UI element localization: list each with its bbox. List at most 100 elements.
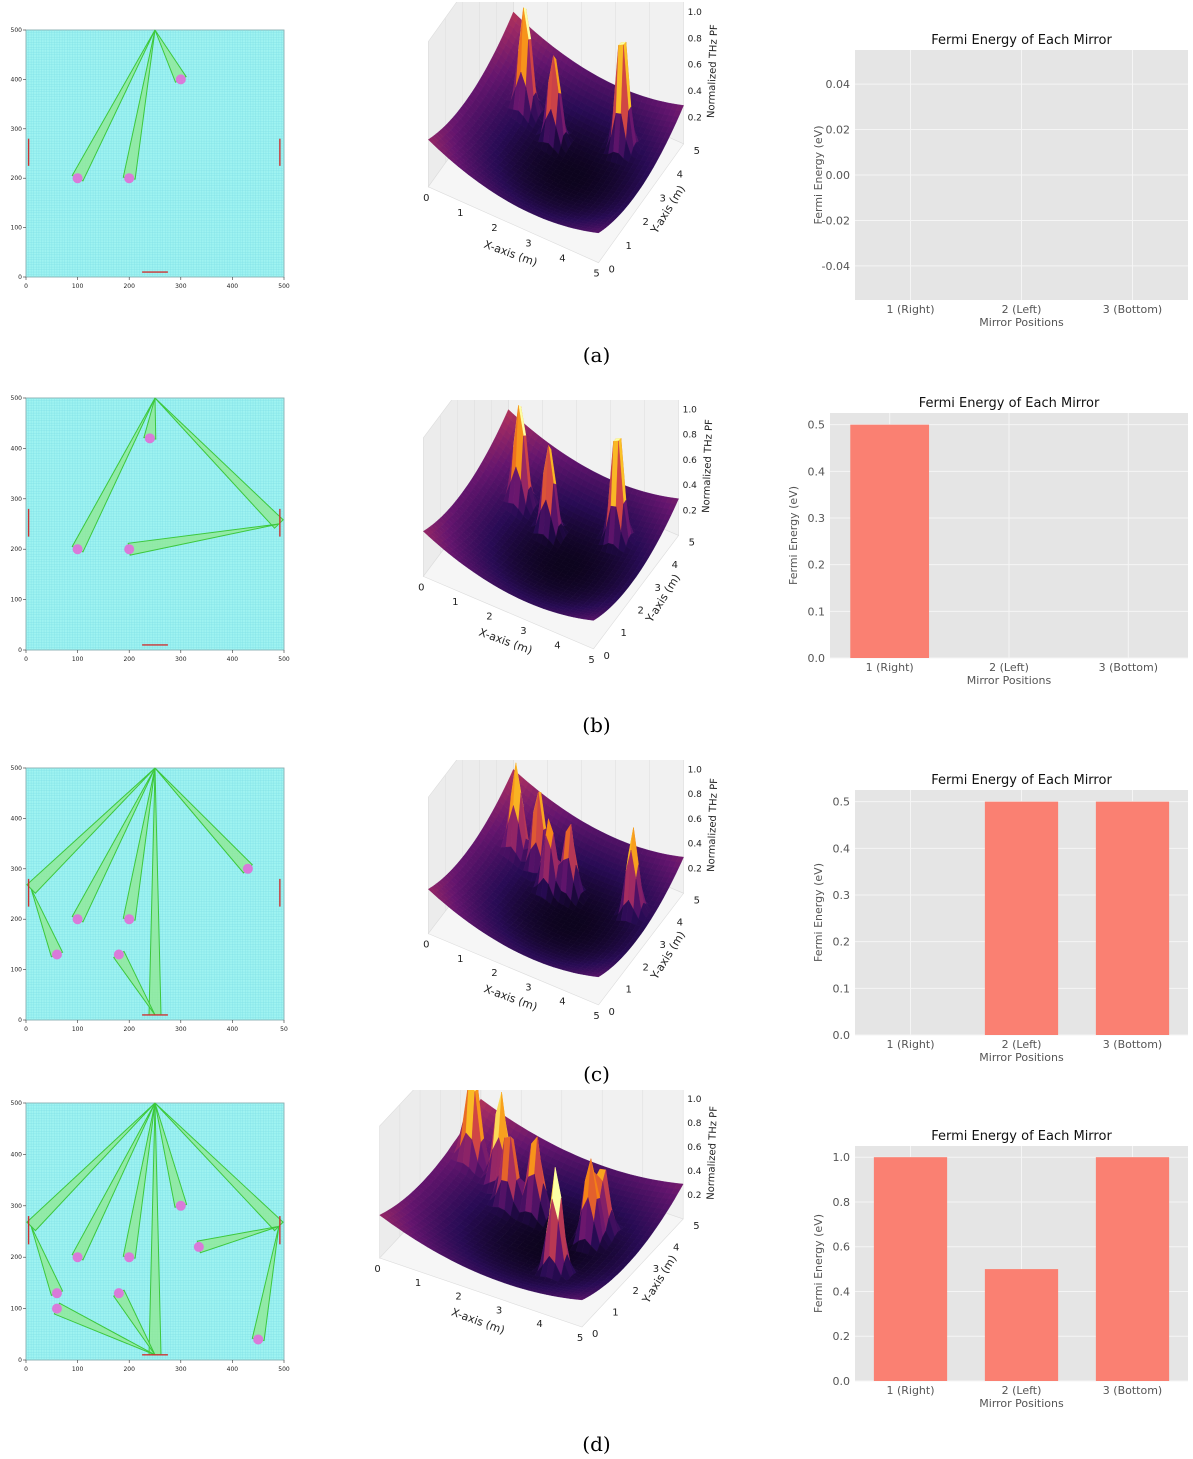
x-tick-label: 3 [525,982,531,993]
z-tick-label: 0.4 [687,1167,702,1177]
x-tick-label: 1 (Right) [886,1038,934,1051]
x-tick-label: 3 (Bottom) [1103,1038,1162,1051]
chart-title: Fermi Energy of Each Mirror [931,1129,1112,1144]
z-tick-label: 0.2 [683,506,697,516]
y-tick-label: 3 [655,583,661,594]
z-tick-label: 1.0 [687,1095,702,1105]
x-tick-label: 100 [72,1366,84,1373]
subfigure-caption: (d) [582,1432,611,1456]
x-tick-label: 100 [72,1026,84,1033]
y-axis-label: Fermi Energy (eV) [812,126,825,225]
fermi-energy-bar-chart: Fermi Energy of Each Mirror 0.5 0.4 0.3 0.2 0… [812,773,1188,1064]
receiver-marker [242,863,253,874]
x-tick-label: 0 [24,283,28,290]
y-tick-label: 4 [673,1243,679,1254]
bar [984,801,1059,1035]
x-tick-label: 3 (Bottom) [1099,661,1158,674]
y-tick-label: 1 [626,985,632,996]
y-tick-label: 0 [18,274,22,281]
z-tick-label: 0.2 [688,865,702,875]
x-tick-label: 1 (Right) [886,1384,934,1397]
y-axis-label: Fermi Energy (eV) [812,863,825,962]
y-tick-label: 100 [11,225,23,232]
y-tick-label: 500 [11,27,23,34]
z-tick-label: 1.0 [688,8,703,18]
receiver-marker [175,1200,186,1211]
y-tick-label: 0 [604,651,610,662]
room-grid [25,767,285,1021]
y-tick-label: 0.5 [833,796,851,809]
y-tick-label: 2 [632,1286,638,1297]
x-tick-label: 100 [72,656,84,663]
z-tick-label: 0.4 [688,87,703,97]
y-tick-label: 0.1 [808,605,826,618]
z-tick-label: 0.6 [688,61,703,71]
x-tick-label: 500 [278,1366,290,1373]
y-tick-label: 300 [11,866,23,873]
x-tick-label: 400 [227,1366,239,1373]
x-tick-label: 0 [24,656,28,663]
receiver-marker [113,949,124,960]
x-tick-label: 200 [123,656,135,663]
y-tick-label: 4 [677,170,683,181]
x-tick-label: 1 [415,1278,421,1289]
x-axis-label: Mirror Positions [979,1051,1064,1064]
x-tick-label: 200 [123,1026,135,1033]
receiver-marker [113,1288,124,1299]
x-tick-label: 5 [593,269,599,280]
z-tick-label: 0.4 [683,481,698,491]
y-tick-label: 0.6 [833,1241,851,1254]
y-tick-label: 2 [643,217,649,228]
x-tick-label: 2 [491,223,497,234]
y-tick-label: 0.04 [826,78,851,91]
receiver-marker [72,1252,83,1263]
y-tick-label: 300 [11,1203,23,1210]
x-tick-label: 1 [457,954,463,965]
room-layout-plot: 0 100 200 300 400 500 0 100 200 300 400 500 [11,27,290,290]
x-tick-label: 3 [520,626,526,637]
x-tick-label: 0 [418,582,424,593]
y-tick-label: 400 [11,76,23,83]
chart-title: Fermi Energy of Each Mirror [931,773,1112,788]
y-tick-label: 3 [660,193,666,204]
y-tick-label: 100 [11,1306,23,1313]
bar [984,1269,1059,1381]
y-tick-label: 0.2 [808,559,826,572]
subfigure-caption: (b) [582,713,611,737]
y-tick-label: 1.0 [833,1151,851,1164]
y-tick-label: 500 [11,765,23,772]
z-axis-label: Normalized THz PF [706,1106,720,1200]
y-tick-label: 1 [612,1307,618,1318]
x-tick-label: 2 (Left) [1002,1038,1042,1051]
y-axis-label: Fermi Energy (eV) [787,486,800,585]
z-axis-label: Normalized THz PF [706,778,720,872]
y-tick-label: 200 [11,175,23,182]
x-tick-label: 2 [455,1292,461,1303]
y-tick-label: 0.00 [826,169,851,182]
z-tick-label: 0.2 [688,114,702,124]
x-tick-label: 2 (Left) [1002,303,1042,316]
receiver-marker [51,949,62,960]
receiver-marker [72,544,83,555]
y-tick-label: 5 [689,537,695,548]
surface-mesh [427,762,684,978]
z-tick-label: 0.8 [688,34,703,44]
receiver-marker [144,433,155,444]
receiver-marker [51,1303,62,1314]
x-tick-label: 3 [525,238,531,249]
y-tick-label: 400 [11,815,23,822]
surface-mesh [427,7,684,234]
x-tick-label: 5 [593,1011,599,1022]
bar [1095,1157,1170,1381]
y-tick-label: 0 [609,1007,615,1018]
x-tick-label: 400 [227,1026,239,1033]
y-tick-label: 500 [11,1100,23,1107]
y-tick-label: 0.3 [808,512,826,525]
y-tick-label: 500 [11,395,23,402]
y-tick-label: -0.02 [822,214,850,227]
chart-title: Fermi Energy of Each Mirror [931,33,1112,48]
x-tick-label: 5 [577,1333,583,1344]
receiver-marker [124,1252,135,1263]
y-tick-label: 0.3 [833,889,851,902]
